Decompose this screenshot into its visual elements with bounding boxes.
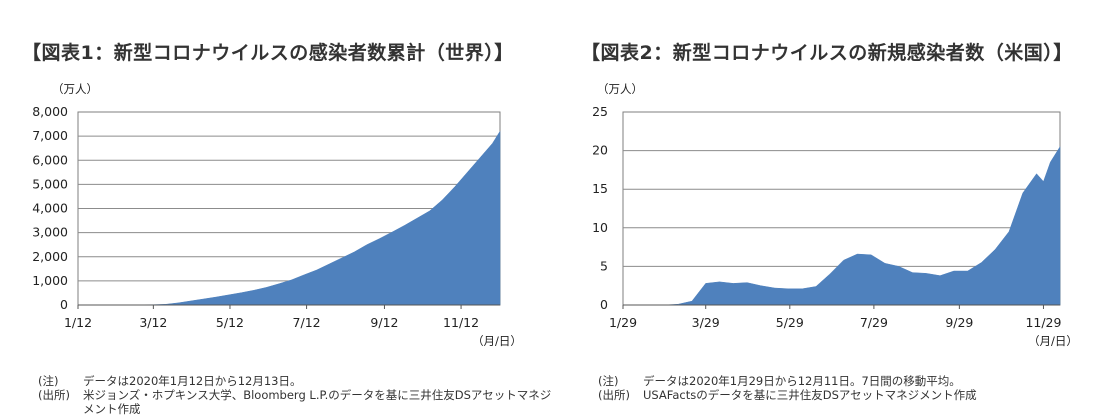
y-tick-label: 0 xyxy=(60,297,68,312)
y-tick-label: 0 xyxy=(600,297,608,312)
x-tick-label: 9/12 xyxy=(370,315,398,330)
x-tick-label: 5/29 xyxy=(776,315,804,330)
x-tick-label: 1/29 xyxy=(609,315,637,330)
x-tick-label: 7/12 xyxy=(293,315,321,330)
source-text: USAFactsのデータを基に三井住友DSアセットマネジメント作成 xyxy=(643,388,977,402)
y-tick-label: 15 xyxy=(592,181,608,196)
x-tick-label: 1/12 xyxy=(64,315,92,330)
chart-notes: (注) データは2020年1月12日から12月13日。 (出所) 米ジョンズ・ホ… xyxy=(38,374,553,416)
note-text: データは2020年1月12日から12月13日。 xyxy=(83,374,302,388)
note-row: (注) データは2020年1月29日から12月11日。7日間の移動平均。 xyxy=(598,374,1098,388)
source-key: (出所) xyxy=(38,388,70,402)
chart-title: 【図表1：新型コロナウイルスの感染者数累計（世界）】 xyxy=(22,42,514,64)
source-text: 米ジョンズ・ホプキンス大学、Bloomberg L.P.のデータを基に三井住友D… xyxy=(83,388,552,416)
x-tick-label: 5/12 xyxy=(216,315,244,330)
y-tick-label: 5,000 xyxy=(32,176,68,191)
x-unit-label: （月/日） xyxy=(472,334,522,348)
y-unit-label: （万人） xyxy=(597,82,643,96)
chart-cumulative-world: 0 1,000 2,000 3,000 4,000 5,000 6,000 7,000 8,00… xyxy=(32,82,522,348)
chart-panel-cumulative-world: 【図表1：新型コロナウイルスの感染者数累計（世界）】 0 1,000 2,000 3,… xyxy=(0,0,553,416)
area-series xyxy=(623,145,1061,306)
y-tick-label: 3,000 xyxy=(32,225,68,240)
source-key: (出所) xyxy=(598,388,630,402)
x-unit-label: （月/日） xyxy=(1028,334,1078,348)
y-tick-label: 20 xyxy=(592,143,608,158)
note-key: (注) xyxy=(598,374,619,388)
y-tick-label: 5 xyxy=(600,258,608,273)
x-tick-label: 9/29 xyxy=(945,315,973,330)
x-tick-label: 11/29 xyxy=(1025,315,1061,330)
y-tick-label: 1,000 xyxy=(32,273,68,288)
note-text: データは2020年1月29日から12月11日。7日間の移動平均。 xyxy=(643,374,961,388)
y-tick-label: 8,000 xyxy=(32,104,68,119)
chart-notes: (注) データは2020年1月29日から12月11日。7日間の移動平均。 (出所… xyxy=(598,374,1098,402)
y-tick-label: 2,000 xyxy=(32,249,68,264)
chart-title: 【図表2：新型コロナウイルスの新規感染者数（米国）】 xyxy=(581,42,1073,64)
x-tick-label: 3/29 xyxy=(692,315,720,330)
y-tick-label: 4,000 xyxy=(32,201,68,216)
y-tick-label: 6,000 xyxy=(32,152,68,167)
source-row: (出所) 米ジョンズ・ホプキンス大学、Bloomberg L.P.のデータを基に… xyxy=(38,388,553,416)
chart-new-cases-us: 0 5 10 15 20 25 1/29 3/29 5/29 7/29 9/29 11/29 （万人） （… xyxy=(592,82,1078,348)
y-tick-label: 7,000 xyxy=(32,128,68,143)
note-key: (注) xyxy=(38,374,59,388)
y-unit-label: （万人） xyxy=(52,82,98,96)
x-tick-label: 3/12 xyxy=(139,315,167,330)
y-tick-label: 10 xyxy=(592,220,608,235)
source-row: (出所) USAFactsのデータを基に三井住友DSアセットマネジメント作成 xyxy=(598,388,1098,402)
y-tick-label: 25 xyxy=(592,104,608,119)
x-tick-label: 11/12 xyxy=(443,315,479,330)
note-row: (注) データは2020年1月12日から12月13日。 xyxy=(38,374,553,388)
chart-panel-new-cases-us: 【図表2：新型コロナウイルスの新規感染者数（米国）】 0 5 10 15 20 25 1/2… xyxy=(553,0,1107,416)
x-tick-label: 7/29 xyxy=(860,315,888,330)
